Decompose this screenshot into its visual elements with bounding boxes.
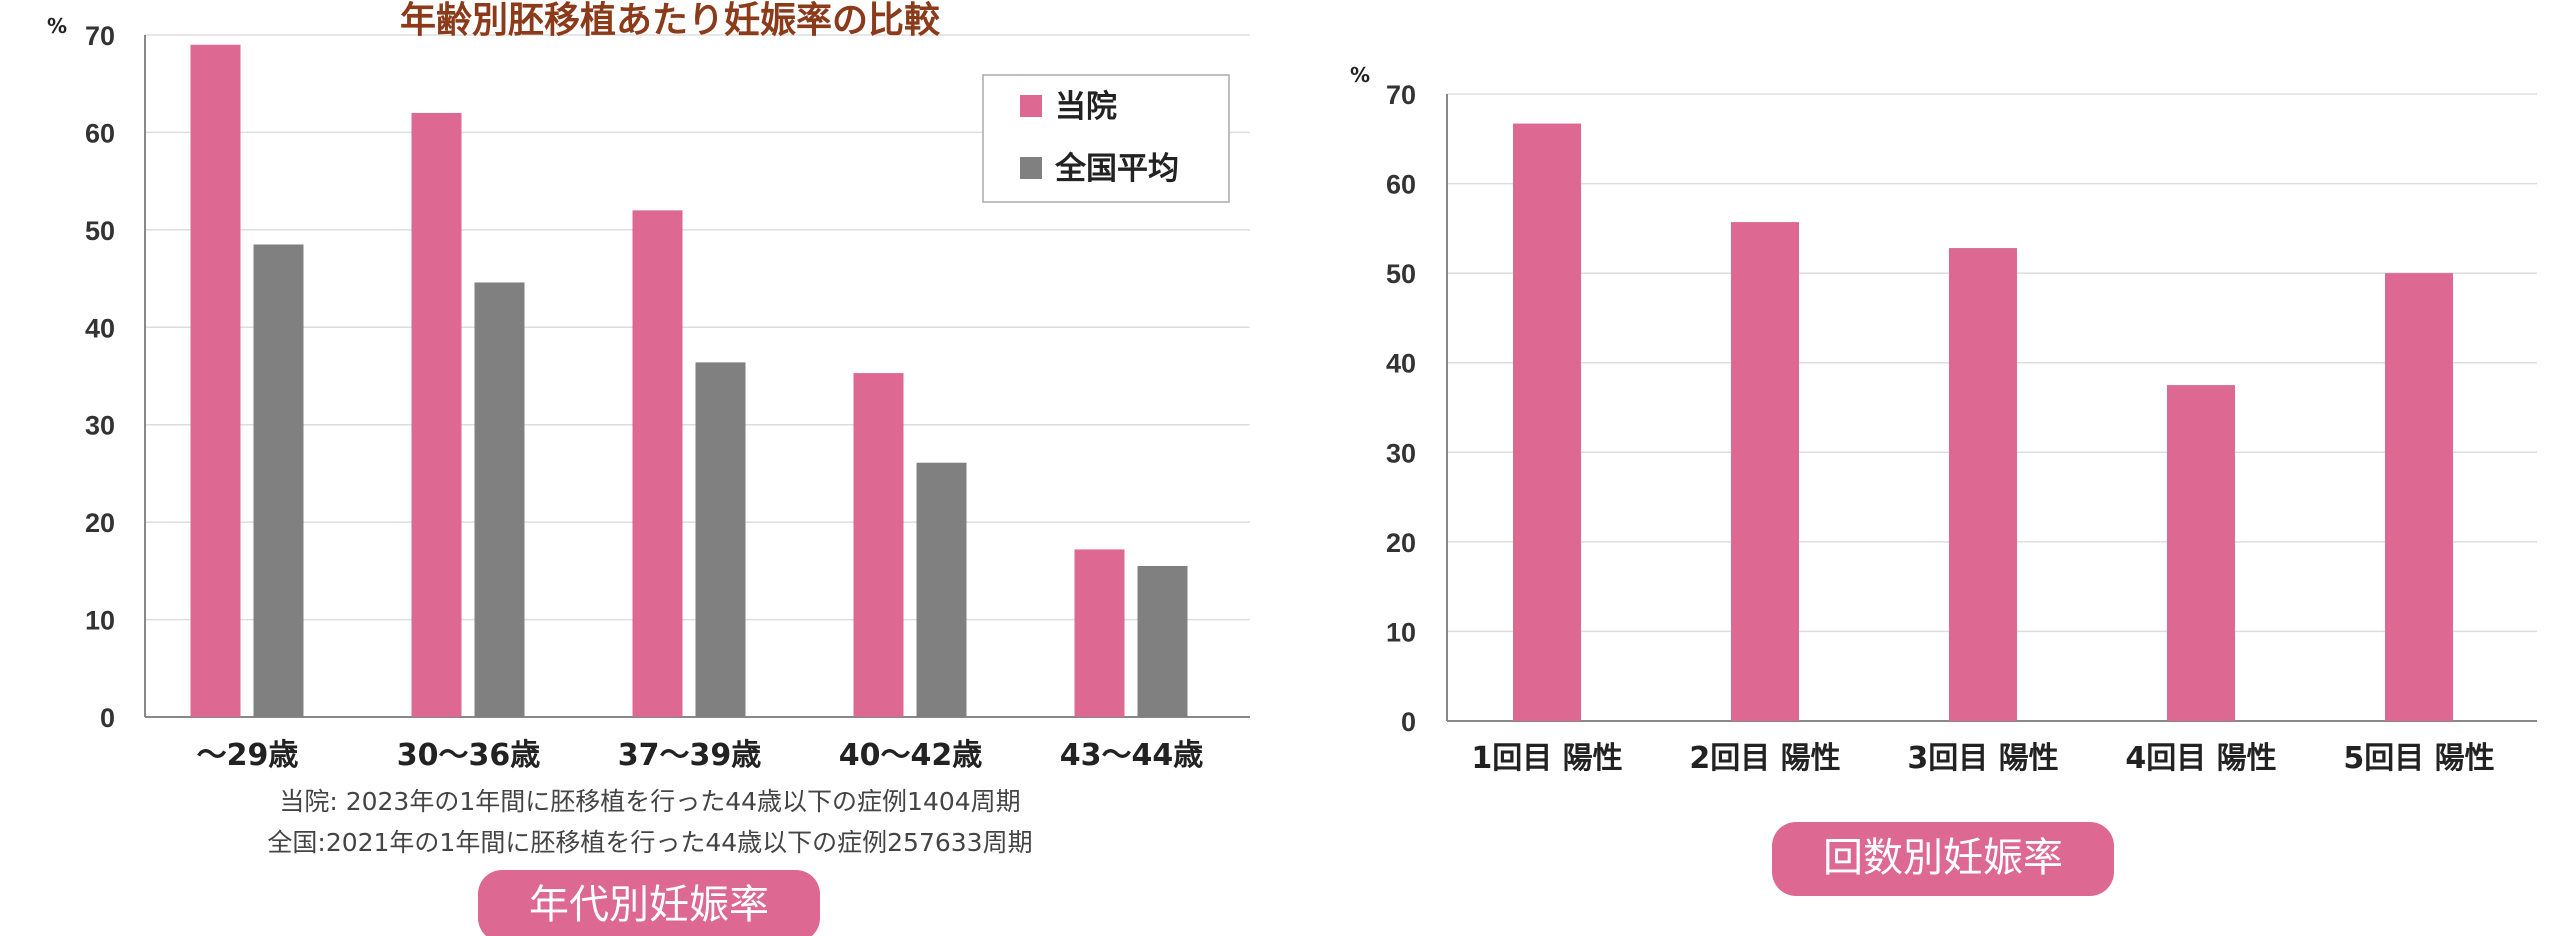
y-tick-label: 0 (100, 703, 115, 733)
bar (695, 362, 746, 717)
bar (474, 282, 525, 717)
bar (253, 244, 304, 717)
x-tick-label: 1回目 陽性 (1471, 741, 1622, 776)
y-tick-label: 50 (85, 216, 115, 246)
x-tick-label: 43～44歳 (1060, 738, 1204, 773)
y-unit-label: % (1350, 63, 1370, 87)
bar (632, 210, 683, 717)
y-tick-label: 10 (85, 606, 115, 636)
y-tick-label: 60 (1386, 170, 1416, 200)
caption-pill (478, 870, 820, 936)
x-tick-label: 40～42歳 (839, 738, 983, 773)
y-tick-label: 70 (1386, 80, 1416, 110)
x-tick-label: 37～39歳 (618, 738, 762, 773)
y-tick-label: 70 (85, 21, 115, 51)
y-tick-label: 0 (1401, 707, 1416, 737)
bar (2385, 273, 2453, 721)
legend-swatch (1020, 95, 1042, 117)
y-tick-label: 20 (1386, 528, 1416, 558)
y-tick-label: 10 (1386, 617, 1416, 647)
footnote: 全国:2021年の1年間に胚移植を行った44歳以下の症例257633周期 (267, 828, 1032, 857)
footnote: 当院: 2023年の1年間に胚移植を行った44歳以下の症例1404周期 (279, 787, 1020, 816)
x-tick-label: ～29歳 (197, 738, 299, 773)
y-tick-label: 30 (1386, 438, 1416, 468)
caption-label: 年代別妊娠率 (529, 882, 769, 928)
caption-pill (1772, 822, 2114, 896)
y-tick-label: 50 (1386, 259, 1416, 289)
legend-label: 当院 (1055, 89, 1117, 125)
x-tick-label: 4回目 陽性 (2125, 741, 2276, 776)
bar (1513, 123, 1581, 721)
bar (1137, 565, 1188, 717)
y-tick-label: 30 (85, 411, 115, 441)
x-tick-label: 3回目 陽性 (1907, 741, 2058, 776)
y-unit-label: % (47, 14, 67, 38)
bar (2167, 385, 2235, 721)
bar (1731, 222, 1799, 721)
bar (190, 44, 241, 717)
x-tick-label: 5回目 陽性 (2343, 741, 2494, 776)
y-tick-label: 40 (1386, 349, 1416, 379)
y-tick-label: 40 (85, 313, 115, 343)
y-tick-label: 60 (85, 118, 115, 148)
x-tick-label: 2回目 陽性 (1689, 741, 1840, 776)
chart-title: 年齢別胚移植あたり妊娠率の比較 (400, 0, 941, 41)
caption-label: 回数別妊娠率 (1823, 835, 2063, 881)
bar (1949, 248, 2017, 721)
bar (411, 112, 462, 717)
bar (916, 462, 967, 717)
legend-label: 全国平均 (1054, 151, 1179, 187)
y-tick-label: 20 (85, 508, 115, 538)
bar (853, 373, 904, 717)
legend-swatch (1020, 157, 1042, 179)
x-tick-label: 30～36歳 (397, 738, 541, 773)
bar (1074, 549, 1125, 717)
